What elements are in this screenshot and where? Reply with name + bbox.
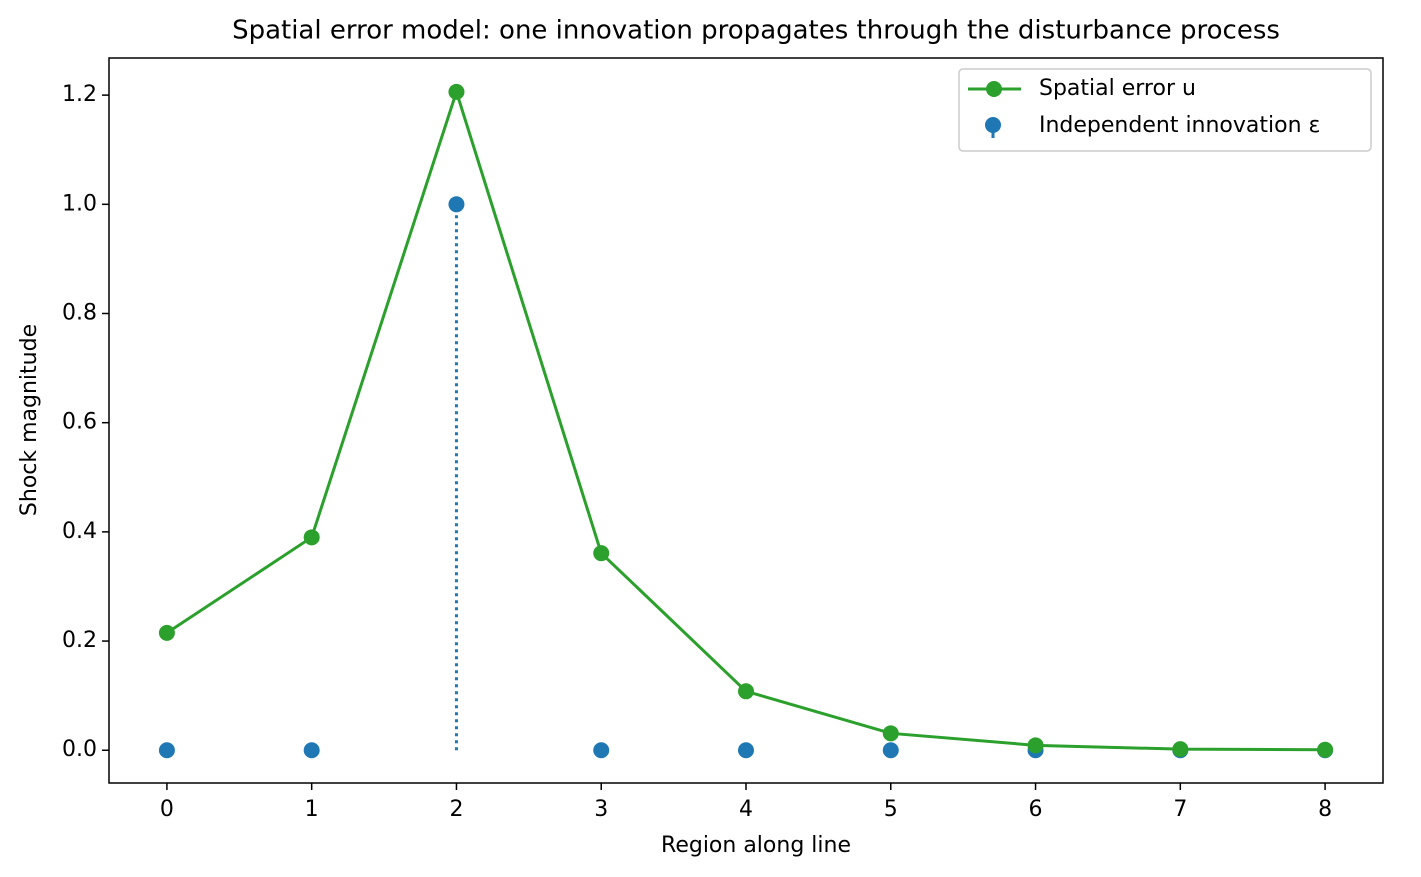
x-tick-label: 1 [305,797,319,822]
x-tick-label: 6 [1029,797,1043,822]
y-axis-label: Shock magnitude [17,324,42,516]
chart-title: Spatial error model: one innovation prop… [232,16,1280,46]
point [1317,741,1334,758]
x-tick-label: 3 [594,797,608,822]
x-tick-label: 7 [1173,797,1187,822]
x-tick-label: 8 [1318,797,1332,822]
legend-marker [985,117,1001,133]
y-tick-label: 0.8 [62,300,97,325]
y-tick-label: 1.0 [62,191,97,216]
legend-box [958,68,1372,152]
y-tick-label: 0.2 [62,628,97,653]
stem-marker [448,196,465,213]
point [1172,741,1189,758]
point [448,83,465,100]
y-tick-label: 0.6 [62,410,97,435]
x-tick-label: 2 [449,797,463,822]
point [158,624,175,641]
stem-marker [158,742,175,759]
stem-marker [882,742,899,759]
stem-marker [738,742,754,759]
x-tick-label: 4 [739,797,753,822]
legend-label: Spatial error u [1039,76,1196,101]
legend-marker [986,81,1002,97]
line [166,86,1326,752]
point [303,529,320,546]
x-tick-label: 5 [884,797,898,822]
stem-marker [593,742,610,759]
legend-label: Independent innovation ε [1039,113,1320,138]
x-axis-label: Region along line [661,833,851,858]
x-tick-label: 0 [160,797,174,822]
plot-frame [108,57,1384,784]
point [882,725,899,742]
stem-marker [303,742,320,759]
y-tick-label: 1.2 [62,82,97,107]
y-tick-label: 0.4 [62,519,97,544]
point [738,683,754,700]
point [1027,737,1044,754]
point [593,545,610,562]
y-tick-label: 0.0 [62,737,97,762]
